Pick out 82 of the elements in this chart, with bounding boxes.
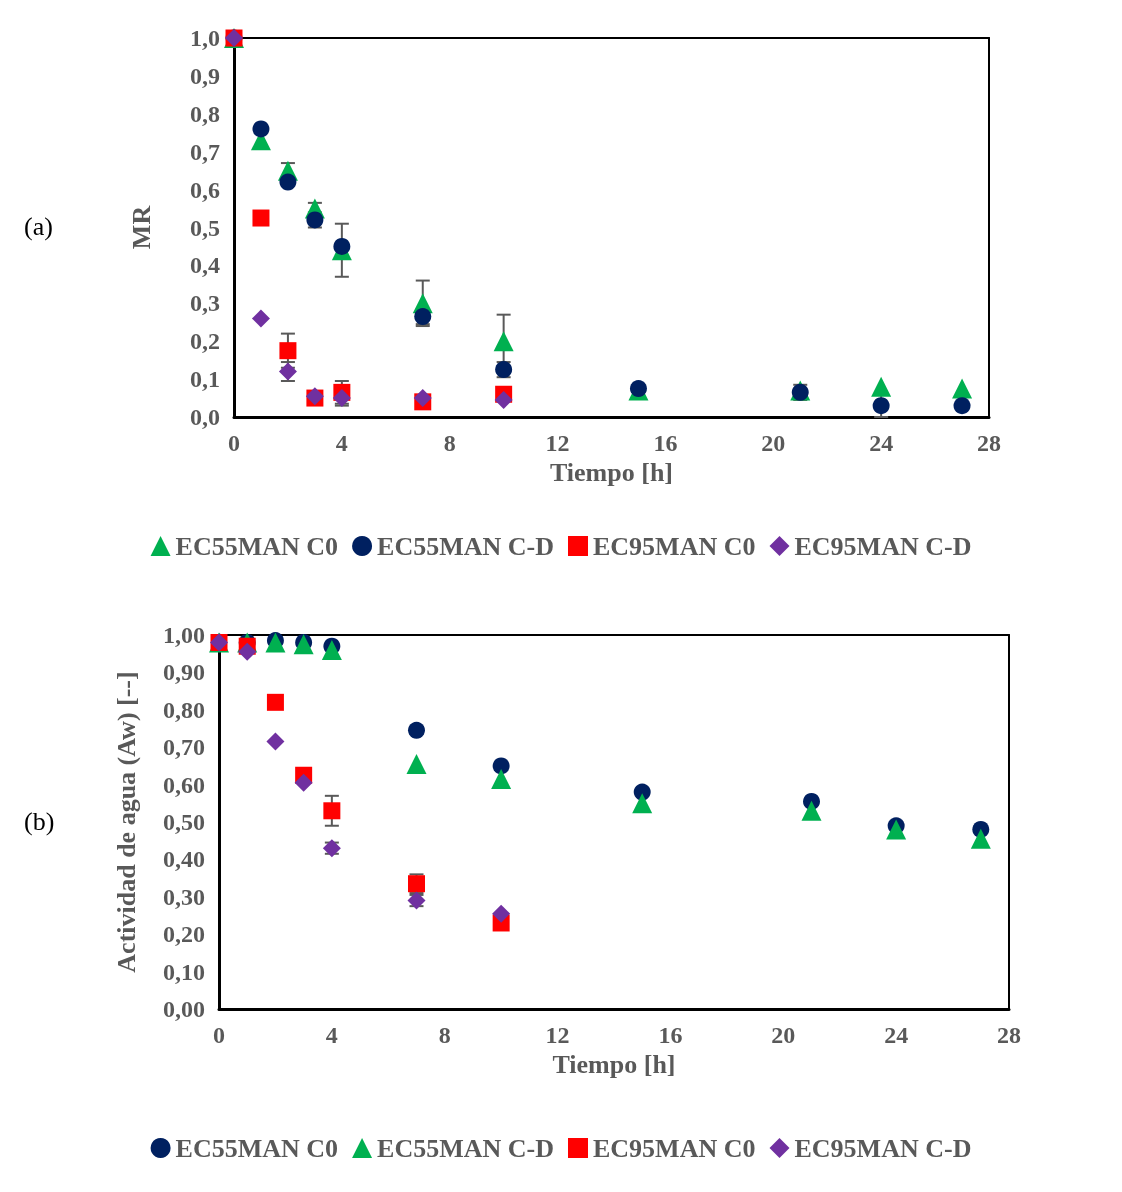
point (492, 904, 511, 923)
y-tick-label: 0,5 (190, 214, 220, 241)
y-tick-label: 0,60 (163, 771, 205, 798)
legend-label: EC55MAN C0 (175, 1133, 339, 1163)
point (279, 173, 297, 191)
y-tick-label: 0,30 (163, 883, 205, 910)
point (321, 639, 342, 660)
x-tick-label: 0 (228, 430, 240, 456)
x-axis-title: Tiempo [h] (549, 458, 674, 488)
point (801, 800, 822, 821)
x-axis-title: Tiempo [h] (552, 1050, 676, 1080)
x-tick-label: 4 (325, 1022, 338, 1048)
text: (b) (24, 806, 55, 836)
point (886, 819, 907, 840)
x-tick-label: 4 (335, 430, 348, 456)
legend-label: EC55MAN C-D (377, 531, 554, 561)
y-tick-label: 0,1 (190, 366, 220, 393)
legend-label: EC95MAN C-D (794, 531, 972, 561)
y-tick-label: 0,20 (163, 921, 205, 948)
y-tick-label: 1,0 (190, 25, 220, 51)
point (266, 693, 284, 711)
point (323, 802, 341, 820)
x-tick-label: 20 (761, 430, 786, 456)
x-tick-label: 12 (545, 430, 570, 456)
y-tick-label: 0,50 (163, 809, 205, 835)
point (332, 389, 351, 408)
x-tick-label: 16 (658, 1022, 683, 1048)
x-tick-label: 8 (443, 430, 456, 456)
y-tick-label: 0,0 (190, 404, 220, 430)
y-tick-label: 0,2 (190, 328, 220, 355)
x-tick-label: 28 (997, 1022, 1021, 1048)
point (406, 754, 427, 775)
point (294, 773, 313, 792)
y-tick-label: 0,80 (163, 696, 205, 723)
point (491, 768, 512, 789)
y-tick-label: 0,6 (190, 176, 220, 203)
point (252, 120, 270, 138)
x-tick-label: 24 (869, 430, 894, 456)
y-tick-label: 0,8 (190, 100, 220, 127)
y-axis-title: MR (126, 205, 156, 250)
y-tick-label: 0,00 (163, 996, 205, 1022)
point (871, 376, 892, 397)
point (492, 757, 510, 775)
point (251, 309, 270, 328)
y-tick-label: 0,3 (190, 290, 220, 317)
point (953, 397, 971, 415)
x-tick-label: 16 (653, 430, 678, 456)
y-tick-label: 1,00 (163, 622, 205, 648)
point (494, 390, 513, 409)
point (238, 642, 257, 661)
point (408, 721, 425, 739)
legend-label: EC95MAN C-D (794, 1133, 972, 1163)
y-tick-label: 0,40 (163, 846, 205, 873)
point (970, 828, 991, 849)
legend-label: EC95MAN C0 (593, 1133, 756, 1163)
point (632, 793, 653, 814)
point (279, 342, 297, 360)
x-tick-label: 20 (771, 1022, 796, 1048)
point (952, 378, 973, 399)
x-tick-label: 0 (213, 1022, 225, 1048)
point (872, 397, 890, 415)
legend-label: EC55MAN C0 (175, 531, 339, 561)
point (413, 389, 432, 408)
y-tick-label: 0,7 (190, 138, 220, 165)
x-tick-label: 12 (545, 1022, 570, 1048)
x-tick-label: 24 (884, 1022, 909, 1048)
point (252, 209, 270, 227)
x-tick-label: 8 (438, 1022, 451, 1048)
y-tick-label: 0,9 (190, 62, 220, 89)
x-tick-label: 28 (977, 430, 1001, 456)
y-tick-label: 0,70 (163, 734, 205, 761)
point (414, 308, 432, 326)
y-tick-label: 0,10 (163, 958, 205, 985)
point (333, 237, 351, 255)
point (493, 331, 514, 352)
legend-label: EC95MAN C0 (593, 531, 756, 561)
y-axis-title: Actividad de agua (Aw) [--] (111, 671, 141, 973)
legend-label: EC55MAN C-D (377, 1133, 554, 1163)
point (266, 732, 285, 751)
text: (a) (24, 212, 53, 241)
y-tick-label: 0,90 (163, 659, 205, 686)
y-tick-label: 0,4 (190, 252, 220, 279)
